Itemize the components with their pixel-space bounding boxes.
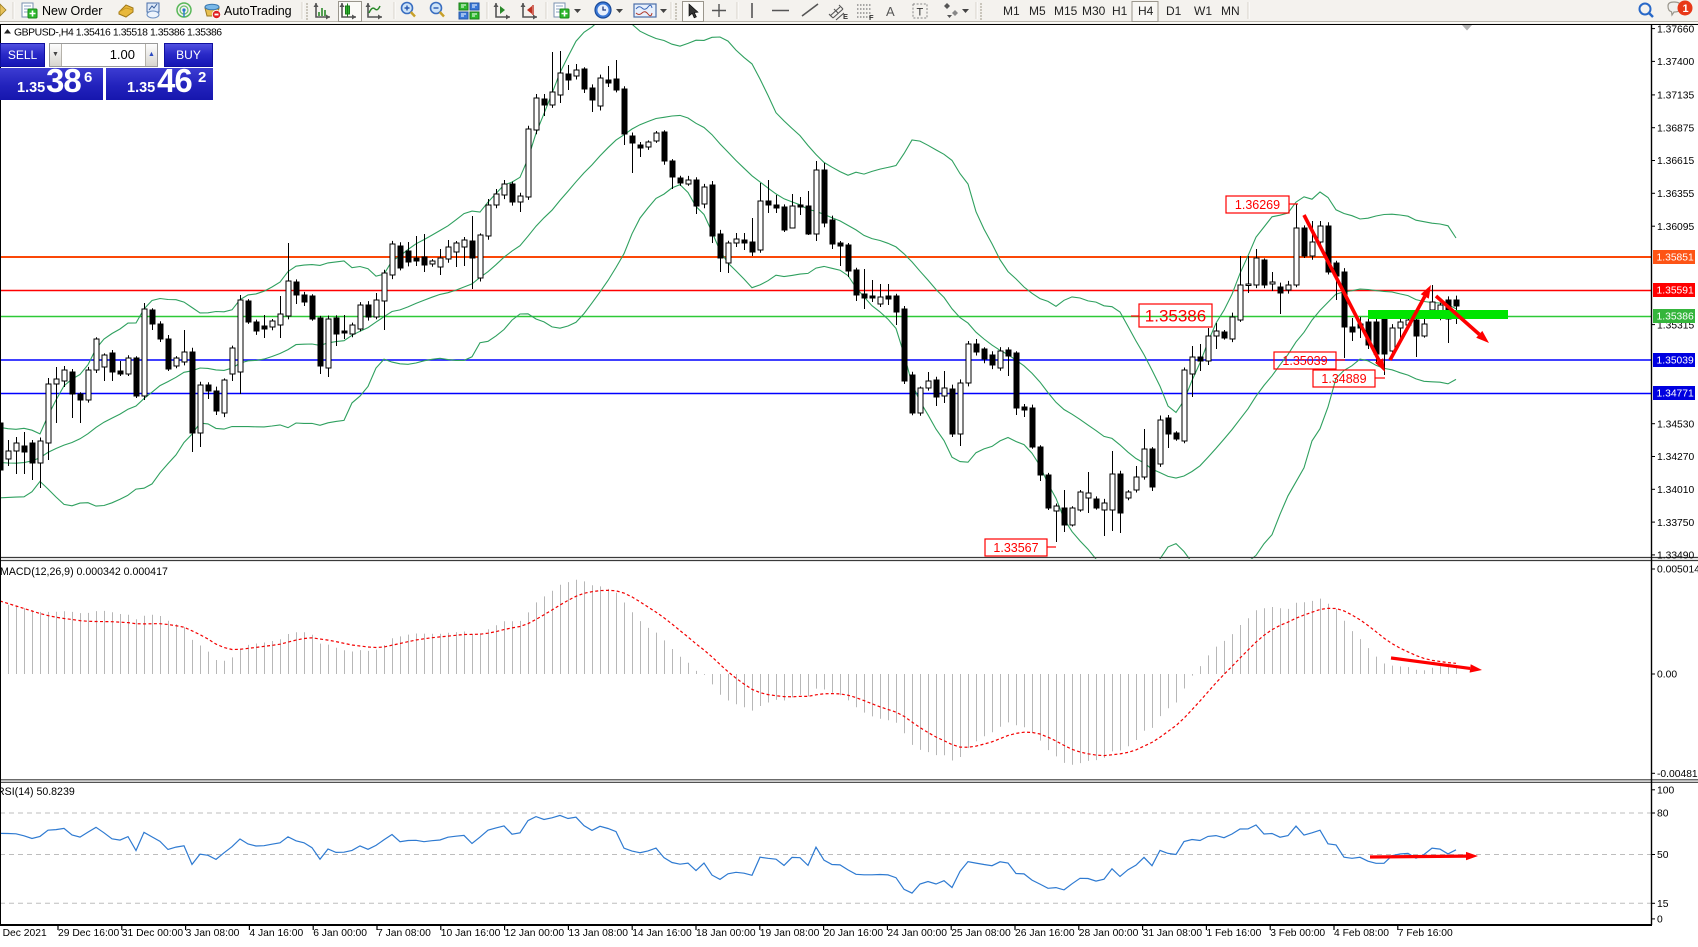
- svg-text:1.35851: 1.35851: [1657, 253, 1694, 264]
- svg-text:13 Jan 08:00: 13 Jan 08:00: [568, 928, 628, 939]
- svg-text:H1: H1: [1112, 4, 1128, 18]
- svg-text:25 Jan 08:00: 25 Jan 08:00: [951, 928, 1011, 939]
- svg-text:1.34889: 1.34889: [1321, 372, 1366, 386]
- svg-text:M15: M15: [1054, 4, 1078, 18]
- svg-text:A: A: [886, 4, 895, 19]
- svg-text:1.33750: 1.33750: [1657, 518, 1694, 529]
- svg-text:D1: D1: [1166, 4, 1182, 18]
- svg-text:T: T: [917, 7, 924, 19]
- svg-text:M30: M30: [1082, 4, 1106, 18]
- svg-text:1 Feb 16:00: 1 Feb 16:00: [1206, 928, 1261, 939]
- svg-text:26 Jan 16:00: 26 Jan 16:00: [1015, 928, 1075, 939]
- svg-text:M1: M1: [1003, 4, 1020, 18]
- svg-text:AutoTrading: AutoTrading: [224, 4, 292, 18]
- svg-text:29 Dec 16:00: 29 Dec 16:00: [58, 928, 120, 939]
- svg-text:28 Jan 00:00: 28 Jan 00:00: [1079, 928, 1139, 939]
- svg-text:0.005014: 0.005014: [1657, 565, 1698, 576]
- svg-text:0.00: 0.00: [1657, 670, 1677, 681]
- svg-text:1.34530: 1.34530: [1657, 419, 1694, 430]
- svg-text:24 Jan 00:00: 24 Jan 00:00: [887, 928, 947, 939]
- svg-text:1.35039: 1.35039: [1657, 356, 1694, 367]
- svg-text:12 Jan 00:00: 12 Jan 00:00: [505, 928, 565, 939]
- svg-text:1.34270: 1.34270: [1657, 452, 1694, 463]
- svg-text:1: 1: [1683, 3, 1689, 15]
- svg-text:MACD(12,26,9) 0.000342 0.00041: MACD(12,26,9) 0.000342 0.000417: [0, 566, 168, 578]
- svg-text:W1: W1: [1194, 4, 1212, 18]
- svg-text:-0.004812: -0.004812: [1657, 769, 1698, 780]
- svg-text:1.33567: 1.33567: [993, 541, 1038, 555]
- svg-text:1.35591: 1.35591: [1657, 286, 1694, 297]
- svg-text:15: 15: [1657, 899, 1669, 910]
- svg-text:31 Dec 00:00: 31 Dec 00:00: [122, 928, 184, 939]
- svg-text:3 Jan 08:00: 3 Jan 08:00: [186, 928, 240, 939]
- svg-text:1.35386: 1.35386: [1657, 312, 1694, 323]
- svg-text:8 Dec 2021: 8 Dec 2021: [0, 928, 47, 939]
- svg-text:18 Jan 00:00: 18 Jan 00:00: [696, 928, 756, 939]
- svg-text:10 Jan 16:00: 10 Jan 16:00: [441, 928, 501, 939]
- svg-text:7 Jan 08:00: 7 Jan 08:00: [377, 928, 431, 939]
- svg-text:1.37660: 1.37660: [1657, 24, 1694, 35]
- svg-text:1.34771: 1.34771: [1657, 389, 1694, 400]
- svg-text:100: 100: [1657, 786, 1674, 797]
- svg-text:19 Jan 08:00: 19 Jan 08:00: [760, 928, 820, 939]
- svg-text:1.35315: 1.35315: [1657, 320, 1694, 331]
- svg-text:1.36875: 1.36875: [1657, 123, 1694, 134]
- svg-text:E: E: [843, 12, 848, 21]
- svg-text:1.36095: 1.36095: [1657, 222, 1694, 233]
- svg-text:50: 50: [1657, 850, 1669, 861]
- svg-text:1.35039: 1.35039: [1282, 354, 1327, 368]
- svg-text:1.36355: 1.36355: [1657, 189, 1694, 200]
- svg-text:1.36615: 1.36615: [1657, 156, 1694, 167]
- svg-text:14 Jan 16:00: 14 Jan 16:00: [632, 928, 692, 939]
- svg-text:4 Jan 16:00: 4 Jan 16:00: [249, 928, 303, 939]
- svg-text:1.35386: 1.35386: [1145, 307, 1206, 326]
- svg-text:MN: MN: [1221, 4, 1240, 18]
- svg-text:20 Jan 16:00: 20 Jan 16:00: [824, 928, 884, 939]
- svg-text:4 Feb 08:00: 4 Feb 08:00: [1334, 928, 1389, 939]
- svg-text:New Order: New Order: [42, 4, 102, 18]
- svg-text:6 Jan 00:00: 6 Jan 00:00: [313, 928, 367, 939]
- svg-text:1.37400: 1.37400: [1657, 57, 1694, 68]
- svg-text:1.37135: 1.37135: [1657, 91, 1694, 102]
- svg-text:H4: H4: [1138, 4, 1154, 18]
- svg-text:31 Jan 08:00: 31 Jan 08:00: [1143, 928, 1203, 939]
- svg-text:1.36269: 1.36269: [1235, 198, 1280, 212]
- svg-text:F: F: [869, 13, 874, 22]
- svg-text:80: 80: [1657, 809, 1669, 820]
- svg-text:M5: M5: [1029, 4, 1046, 18]
- svg-text:0: 0: [1657, 915, 1663, 926]
- svg-text:3 Feb 00:00: 3 Feb 00:00: [1270, 928, 1325, 939]
- svg-text:1.34010: 1.34010: [1657, 485, 1694, 496]
- svg-text:GBPUSD-,H4 1.35416 1.35518 1.: GBPUSD-,H4 1.35416 1.35518 1.35386 1.353…: [14, 28, 222, 39]
- svg-text:RSI(14) 50.8239: RSI(14) 50.8239: [0, 786, 75, 798]
- svg-text:1.33490: 1.33490: [1657, 551, 1694, 562]
- svg-text:7 Feb 16:00: 7 Feb 16:00: [1398, 928, 1453, 939]
